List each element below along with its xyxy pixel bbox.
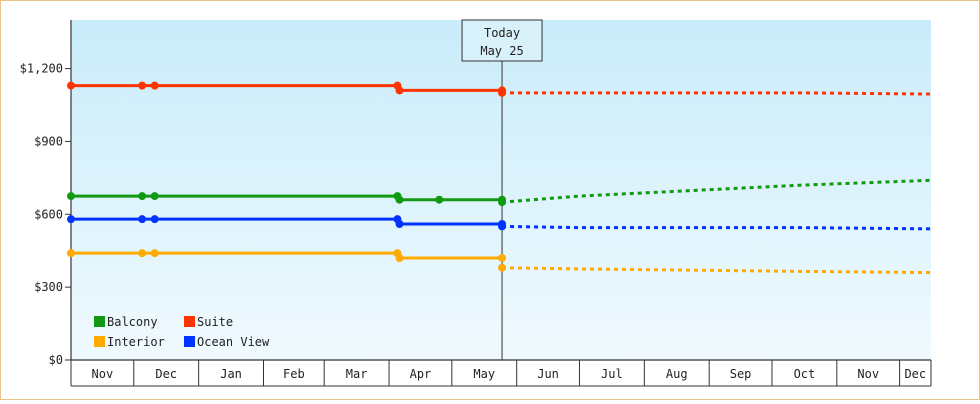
data-point-ocean-view — [67, 215, 75, 224]
x-tick-label: Aug — [666, 367, 688, 381]
x-axis: Nov Dec Jan Feb Mar Apr May Jun Jul Aug Sep Oct Nov D… — [70, 359, 932, 387]
today-date-label: May 25 — [480, 44, 523, 58]
data-point-balcony — [67, 192, 75, 201]
data-point-suite — [150, 81, 159, 90]
x-tick-label: Dec — [904, 367, 926, 381]
data-point-suite — [498, 88, 507, 97]
y-tick-label: $0 — [49, 353, 63, 367]
x-tick-label: Oct — [794, 367, 816, 381]
legend-label-interior: Interior — [107, 335, 165, 349]
data-point-ocean-view — [150, 215, 159, 224]
data-point-interior — [67, 249, 75, 258]
x-tick-label: Dec — [155, 367, 177, 381]
x-tick-label: Apr — [410, 367, 432, 381]
today-label: Today — [484, 26, 520, 40]
x-tick-label: Jul — [601, 367, 623, 381]
data-point-suite — [395, 86, 404, 95]
legend-swatch-ocean-view — [184, 336, 195, 347]
data-point-interior — [498, 254, 507, 262]
data-point-interior — [138, 249, 147, 258]
data-point-balcony — [395, 195, 404, 204]
x-tick-label: Jan — [220, 367, 242, 381]
data-point-suite — [67, 81, 75, 90]
legend-swatch-suite — [184, 316, 195, 327]
data-point-suite — [138, 81, 147, 90]
x-tick-label: Jun — [537, 367, 559, 381]
data-point-ocean-view — [498, 222, 507, 231]
x-tick-label: May — [473, 367, 495, 381]
legend-label-balcony: Balcony — [107, 315, 158, 329]
x-tick-label: Feb — [283, 367, 305, 381]
y-tick-label: $1,200 — [20, 62, 63, 76]
y-tick-label: $300 — [34, 280, 63, 294]
data-point-interior — [498, 263, 507, 272]
data-point-interior — [395, 254, 404, 262]
legend-label-suite: Suite — [197, 315, 233, 329]
legend-label-ocean-view: Ocean View — [197, 335, 270, 349]
x-tick-label: Nov — [857, 367, 879, 381]
data-point-balcony — [435, 195, 444, 204]
y-axis: $0 $300 $600 $900 $1,200 — [20, 20, 72, 367]
series-group — [67, 81, 932, 275]
data-point-balcony — [138, 192, 147, 201]
data-point-balcony — [150, 192, 159, 201]
data-point-interior — [150, 249, 159, 258]
plot-background — [71, 20, 931, 360]
data-point-balcony — [498, 198, 507, 207]
x-tick-label: Nov — [92, 367, 114, 381]
x-tick-label: Sep — [730, 367, 752, 381]
legend-swatch-balcony — [94, 316, 105, 327]
legend-swatch-interior — [94, 336, 105, 347]
y-tick-label: $900 — [34, 134, 63, 148]
data-point-ocean-view — [138, 215, 147, 224]
data-point-ocean-view — [395, 220, 404, 228]
today-box — [461, 19, 543, 62]
x-tick-label: Mar — [346, 367, 368, 381]
y-tick-label: $600 — [34, 207, 63, 221]
legend: Balcony Suite Interior Ocean View — [94, 315, 270, 349]
today-marker: Today May 25 — [461, 19, 543, 360]
